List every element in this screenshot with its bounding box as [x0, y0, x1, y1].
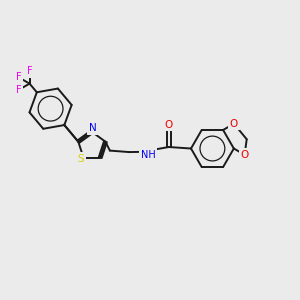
- Text: F: F: [16, 85, 22, 95]
- Text: F: F: [27, 66, 32, 76]
- Text: O: O: [165, 120, 173, 130]
- Text: F: F: [16, 72, 22, 82]
- Text: NH: NH: [140, 150, 155, 160]
- Text: O: O: [230, 119, 238, 129]
- Text: S: S: [78, 154, 84, 164]
- Text: O: O: [241, 150, 249, 160]
- Text: N: N: [89, 123, 97, 133]
